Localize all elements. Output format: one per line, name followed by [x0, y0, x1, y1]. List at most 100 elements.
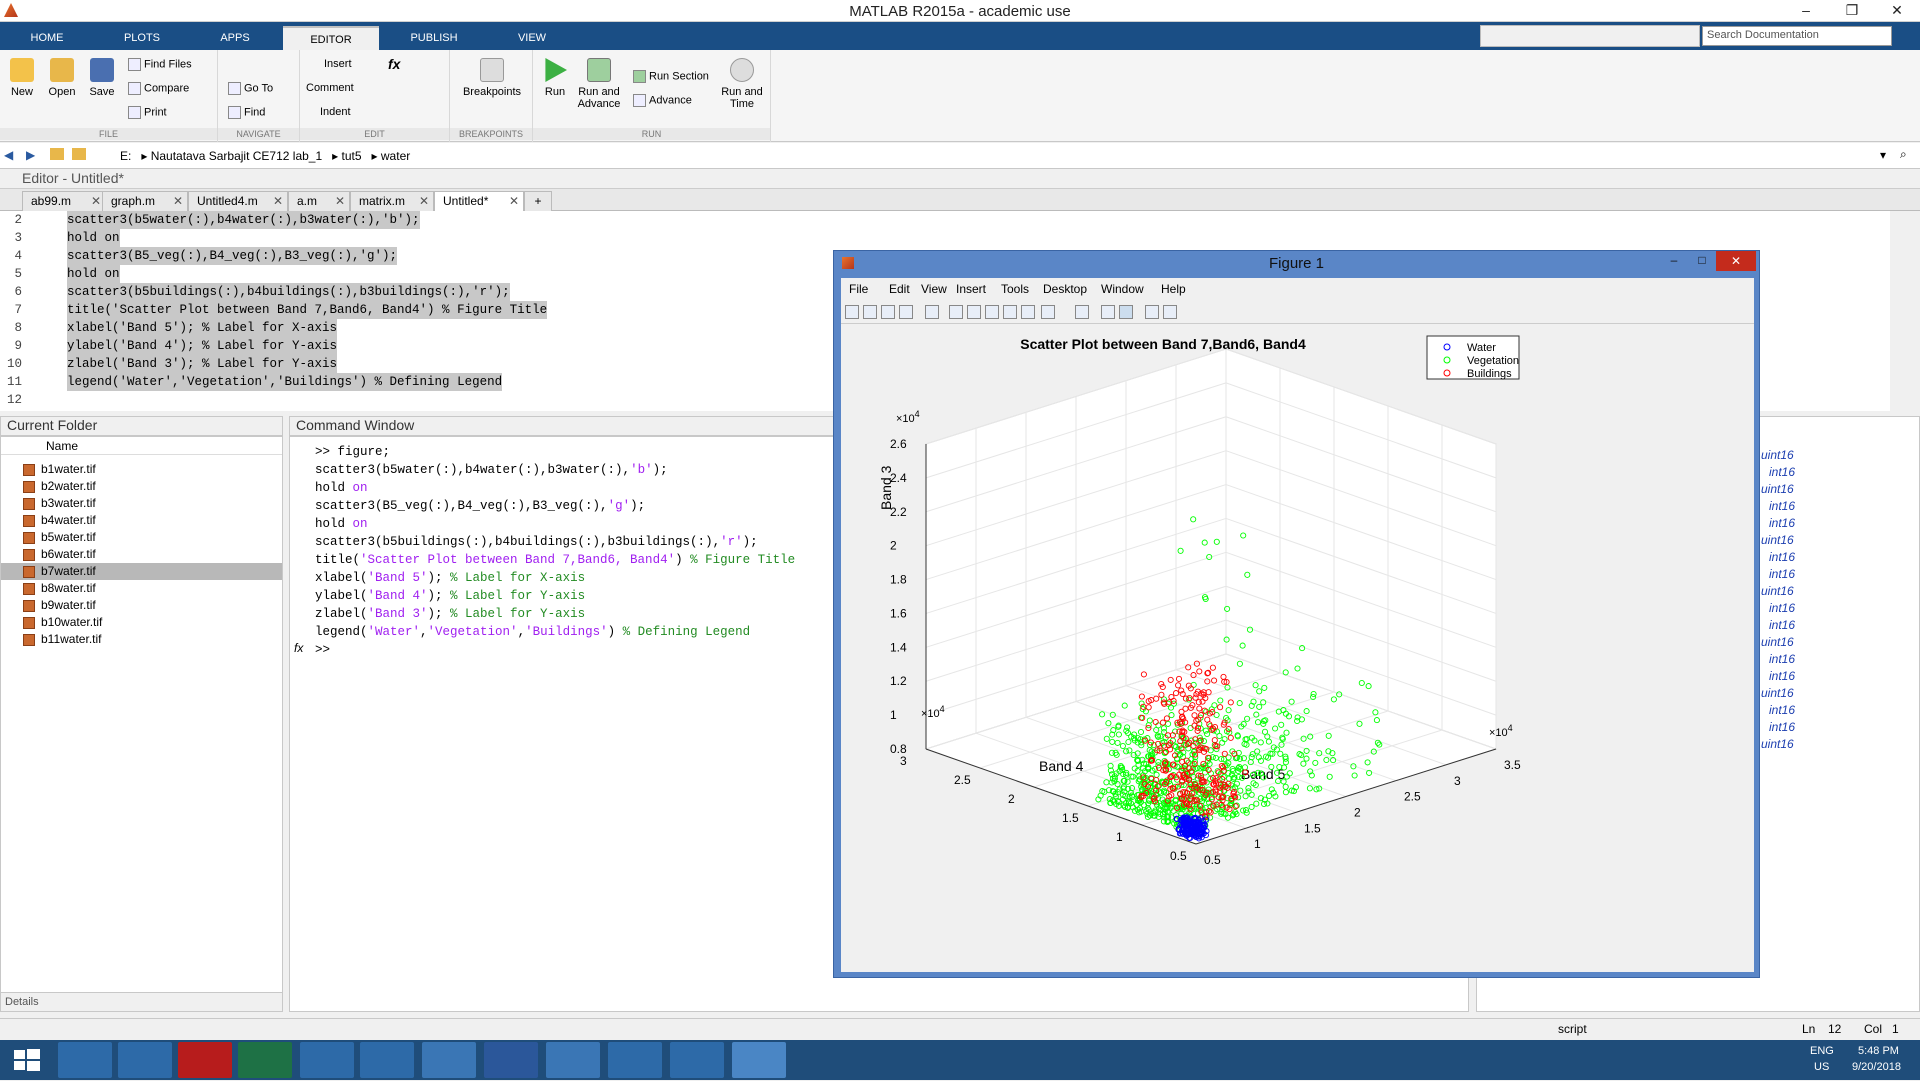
forward-arrow-icon[interactable]: ▶	[26, 148, 36, 162]
code-line[interactable]: ylabel('Band 4'); % Label for Y-axis	[67, 337, 338, 355]
new-tab-button[interactable]: +	[524, 191, 552, 211]
breadcrumb-drive[interactable]: E:	[120, 149, 132, 163]
code-line[interactable]: xlabel('Band 5'); % Label for X-axis	[67, 319, 338, 337]
address-bar[interactable]: ◀ ▶ E: ▸ Nautatava Sarbajit CE712 lab_1 ▸ …	[0, 143, 1920, 169]
find-files-button[interactable]: Find Files	[128, 58, 192, 71]
chevron-down-icon[interactable]: ▾	[1880, 148, 1887, 162]
search-icon[interactable]: ⌕	[1900, 147, 1907, 161]
quick-access-toolbar[interactable]	[1480, 25, 1700, 47]
new-figure-icon[interactable]	[845, 305, 859, 319]
firefox-icon[interactable]	[360, 1042, 414, 1078]
details-panel[interactable]: Details	[0, 992, 283, 1012]
up-folder-icon[interactable]	[50, 148, 64, 160]
editor-tab[interactable]: graph.m ✕	[102, 191, 188, 211]
back-arrow-icon[interactable]: ◀	[4, 148, 14, 162]
excel-icon[interactable]	[238, 1042, 292, 1078]
fx-icon[interactable]: fx	[294, 641, 304, 655]
maximize-button[interactable]: □	[1698, 253, 1706, 267]
code-line[interactable]: scatter3(B5_veg(:),B4_veg(:),B3_veg(:),'…	[67, 247, 398, 265]
list-item[interactable]: b1water.tif	[1, 461, 282, 478]
clock-date[interactable]: 9/20/2018	[1852, 1061, 1901, 1073]
zoom-out-icon[interactable]	[967, 305, 981, 319]
show-plot-tools-icon[interactable]	[1163, 305, 1177, 319]
code-line[interactable]: legend('Water','Vegetation','Buildings')…	[67, 373, 503, 391]
code-line[interactable]: hold on	[67, 265, 120, 283]
close-icon[interactable]: ✕	[90, 194, 101, 208]
comment-button[interactable]: Comment	[306, 82, 354, 94]
editor-tab[interactable]: ab99.m ✕	[22, 191, 106, 211]
windows-start-icon[interactable]	[10, 1042, 44, 1078]
maximize-button[interactable]: ❐	[1845, 2, 1859, 18]
run-and-advance-button[interactable]: Run and Advance	[573, 58, 625, 110]
fx-insert-function-icon[interactable]: fx	[388, 56, 401, 72]
open-button[interactable]: Open	[44, 58, 80, 98]
indent-button[interactable]: Indent	[320, 106, 351, 118]
sigma-app-icon[interactable]	[58, 1042, 112, 1078]
list-item[interactable]: b8water.tif	[1, 580, 282, 597]
rotate-3d-icon[interactable]	[1003, 305, 1017, 319]
list-item[interactable]: b9water.tif	[1, 597, 282, 614]
chrome-icon[interactable]	[300, 1042, 354, 1078]
menu-file[interactable]: File	[849, 282, 869, 296]
code-line[interactable]: scatter3(b5water(:),b4water(:),b3water(:…	[67, 211, 420, 229]
new-button[interactable]: New	[6, 58, 38, 98]
insert-button[interactable]: Insert	[324, 58, 352, 70]
column-header-name[interactable]: Name	[1, 437, 282, 455]
minimize-button[interactable]: –	[1802, 2, 1810, 18]
colorbar-icon[interactable]	[1101, 305, 1115, 319]
menu-view[interactable]: View	[921, 282, 947, 296]
data-cursor-icon[interactable]	[1021, 305, 1035, 319]
code-line[interactable]: hold on	[67, 229, 120, 247]
code-line[interactable]: scatter3(b5buildings(:),b4buildings(:),b…	[67, 283, 510, 301]
tab-home[interactable]: HOME	[30, 32, 64, 44]
menu-tools[interactable]: Tools	[1001, 282, 1030, 296]
save-icon[interactable]	[881, 305, 895, 319]
breadcrumb-folder[interactable]: Nautatava Sarbajit CE712 lab_1	[150, 149, 323, 163]
pointer-icon[interactable]	[925, 305, 939, 319]
close-button[interactable]: ✕	[1716, 251, 1756, 271]
run-section-button[interactable]: Run Section	[633, 70, 709, 83]
compare-button[interactable]: Compare	[128, 82, 189, 95]
paint-app-icon[interactable]	[118, 1042, 172, 1078]
list-item[interactable]: b4water.tif	[1, 512, 282, 529]
editor-tab[interactable]: Untitled4.m ✕	[188, 191, 288, 211]
run-button[interactable]: Run	[537, 58, 573, 98]
list-item-selected[interactable]: b7water.tif	[1, 563, 282, 580]
list-item[interactable]: b11water.tif	[1, 631, 282, 648]
menu-help[interactable]: Help	[1161, 282, 1186, 296]
legend-icon[interactable]	[1119, 305, 1133, 319]
minimize-button[interactable]: –	[1670, 253, 1678, 267]
hide-plot-tools-icon[interactable]	[1145, 305, 1159, 319]
print-button[interactable]: Print	[128, 106, 167, 119]
figure-canvas[interactable]: 0.5 1 1.5 2 2.5 3 3.5 0.5 1 1.5 2 2.5 3 0.8 1 1.2 1.4 1.6…	[841, 324, 1754, 972]
open-file-icon[interactable]	[863, 305, 877, 319]
brush-icon[interactable]	[1041, 305, 1055, 319]
c-app-icon[interactable]	[670, 1042, 724, 1078]
menu-desktop[interactable]: Desktop	[1043, 282, 1088, 296]
breadcrumb-folder[interactable]: water	[380, 149, 411, 163]
run-and-time-button[interactable]: Run and Time	[719, 58, 765, 110]
tab-view[interactable]: VIEW	[517, 32, 547, 44]
zoom-in-icon[interactable]	[949, 305, 963, 319]
close-icon[interactable]: ✕	[272, 194, 283, 208]
editor-tab[interactable]: a.m ✕	[288, 191, 350, 211]
menu-window[interactable]: Window	[1101, 282, 1144, 296]
tab-plots[interactable]: PLOTS	[123, 32, 161, 44]
print-icon[interactable]	[899, 305, 913, 319]
clock-time[interactable]: 5:48 PM	[1858, 1045, 1899, 1057]
menu-insert[interactable]: Insert	[956, 282, 987, 296]
go-to-button[interactable]: Go To	[228, 82, 273, 95]
scatter3-plot[interactable]: 0.511.522.533.50.511.522.530.811.21.41.6…	[841, 324, 1754, 972]
editor-tab-active[interactable]: Untitled* ✕	[434, 191, 524, 211]
pan-icon[interactable]	[985, 305, 999, 319]
keyboard-indicator[interactable]: US	[1814, 1061, 1830, 1073]
tab-apps[interactable]: APPS	[220, 32, 250, 44]
list-item[interactable]: b3water.tif	[1, 495, 282, 512]
editor-tab[interactable]: matrix.m ✕	[350, 191, 434, 211]
menu-edit[interactable]: Edit	[889, 282, 910, 296]
tab-editor[interactable]: EDITOR	[283, 26, 379, 50]
close-icon[interactable]: ✕	[334, 194, 345, 208]
advance-button[interactable]: Advance	[633, 94, 692, 107]
list-item[interactable]: b5water.tif	[1, 529, 282, 546]
file-explorer-icon[interactable]	[422, 1042, 476, 1078]
